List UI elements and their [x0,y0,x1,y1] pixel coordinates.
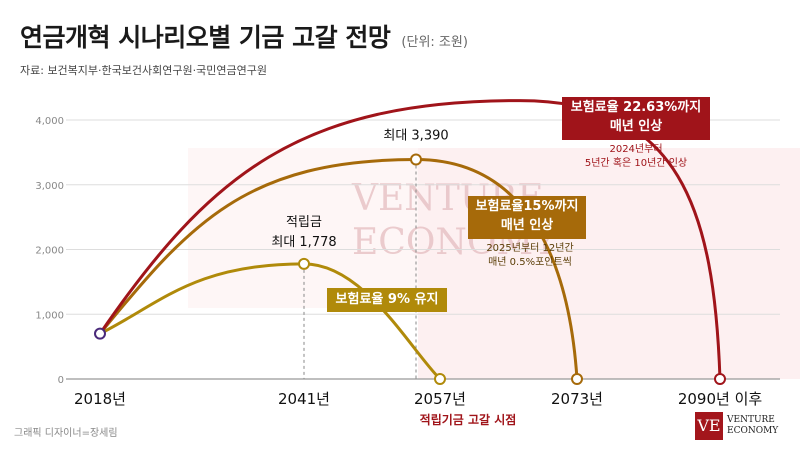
x-tick-label: 2090년 이후 [678,390,763,408]
x-tick-label: 2041년 [278,390,330,408]
callout-to15: 보험료율15%까지 매년 인상 [468,196,586,239]
title-block: 연금개혁 시나리오별 기금 고갈 전망 (단위: 조원) [20,18,468,54]
x-tick-label: 2057년 [414,390,466,408]
note-to15-line2: 매년 0.5%포인트씩 [488,257,572,268]
logo-line1: VENTURE [727,415,775,425]
x-tick-label: 2073년 [551,390,603,408]
logo-mark: VE [695,412,723,440]
logo-line2: ECONOMY [727,426,779,436]
end-marker-to15 [571,373,583,385]
note-to2263-line2: 5년간 혹은 10년간 인상 [584,158,688,169]
callout-to15-line1: 보험료율15%까지 [475,199,579,214]
end-marker-to2263 [714,373,726,385]
callout-to2263-line1: 보험료율 22.63%까지 [570,100,702,115]
series-line-to2263 [98,99,722,380]
callout-keep9-text: 보험료율 9% 유지 [335,292,439,307]
callout-to15-line2: 매년 인상 [500,218,554,233]
watermark-box [188,148,418,308]
y-tick-label: 2,000 [35,246,64,257]
y-tick-label: 4,000 [35,116,64,127]
source-note: 자료: 보건복지부·한국보건사회연구원·국민연금연구원 [20,64,267,77]
note-to2263: 2024년부터 5년간 혹은 10년간 인상 [568,143,704,171]
chart-title: 연금개혁 시나리오별 기금 고갈 전망 [20,23,391,52]
note-to15-line1: 2025년부터 12년간 [486,243,574,254]
y-tick-label: 0 [58,375,64,386]
note-to2263-line1: 2024년부터 [609,144,663,155]
unit-label: (단위: 조원) [401,35,468,50]
callout-to2263: 보험료율 22.63%까지 매년 인상 [562,97,710,140]
end-marker-keep9 [434,373,446,385]
peak-marker-keep9 [298,257,310,270]
y-tick-label: 1,000 [35,310,64,321]
note-to15: 2025년부터 12년간 매년 0.5%포인트씩 [468,242,592,270]
logo-wordmark: VENTURE ECONOMY [727,415,778,437]
x-axis-title: 적립기금 고갈 시점 [420,412,517,427]
x-tick-label: 2018년 [74,390,126,408]
y-tick-label: 3,000 [35,181,64,192]
callout-keep9: 보험료율 9% 유지 [327,288,447,312]
callout-to2263-line2: 매년 인상 [609,119,663,134]
peak-marker-to15 [410,153,422,166]
peak-label-keep9-line1: 적립금 [286,215,322,230]
future-shade [418,148,800,379]
peak-label-to15: 최대 3,390 [383,128,448,143]
graphic-credit: 그래픽 디자이너=장세림 [14,428,118,439]
peak-label-keep9-line2: 최대 1,778 [271,235,336,250]
start-marker [94,327,106,340]
venture-economy-logo: VE VENTURE ECONOMY [695,412,795,442]
